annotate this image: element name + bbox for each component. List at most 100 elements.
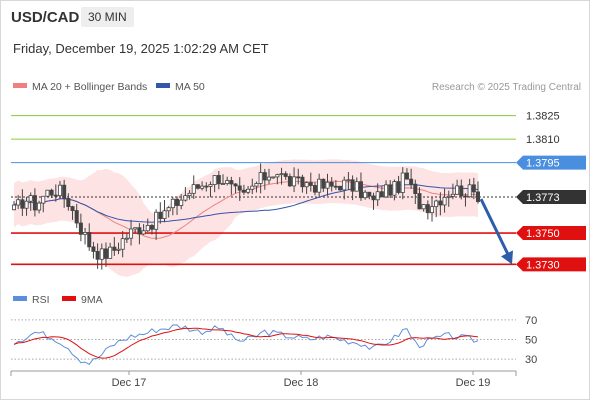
- rsi-tick-label-70: 70: [525, 315, 537, 327]
- symbol-title: USD/CAD: [11, 9, 80, 26]
- candle-body: [271, 176, 276, 179]
- x-axis-labels: Dec 17 Dec 18 Dec 19: [112, 371, 491, 389]
- candle-body: [467, 184, 472, 198]
- candle-body: [221, 183, 226, 185]
- candle-body: [430, 206, 435, 214]
- candle-body: [95, 251, 100, 260]
- candle-body: [216, 175, 221, 185]
- candle-body: [275, 174, 280, 178]
- rsi-legend-label: RSI: [32, 294, 50, 306]
- candle-body: [262, 172, 267, 181]
- candle-body: [87, 232, 92, 248]
- candle-body: [417, 193, 422, 210]
- rsi-legend: RSI 9MA: [13, 294, 103, 306]
- candle-body: [166, 207, 171, 212]
- candle-body: [300, 176, 305, 188]
- candle-body: [99, 248, 104, 260]
- candle-body: [325, 181, 330, 189]
- candle-body: [434, 200, 439, 208]
- candle-body: [133, 227, 138, 230]
- candle-body: [70, 206, 75, 211]
- x-tick-label-0: Dec 17: [112, 377, 147, 389]
- candle-body: [170, 198, 175, 209]
- candle-body: [145, 225, 150, 232]
- candle-body: [400, 172, 405, 193]
- x-tick-label-2: Dec 19: [456, 377, 491, 389]
- candle-body: [421, 204, 426, 210]
- candle-body: [57, 184, 62, 197]
- candle-body: [24, 200, 29, 209]
- ma20-legend-label: MA 20 + Bollinger Bands: [32, 81, 147, 93]
- x-axis: Dec 17 Dec 18 Dec 19: [10, 370, 517, 389]
- candles-layer: [11, 163, 480, 270]
- forecast-arrow-shaft: [479, 198, 510, 256]
- rsi-panel: 70 50 30: [11, 315, 537, 366]
- candle-body: [455, 185, 460, 195]
- candle-body: [124, 237, 129, 240]
- candle-body: [66, 198, 71, 207]
- candle-body: [287, 176, 292, 187]
- candle-body: [116, 248, 121, 251]
- candle-body: [41, 195, 46, 204]
- candle-body: [200, 185, 205, 189]
- candle-body: [292, 176, 297, 187]
- candle-body: [350, 179, 355, 192]
- candle-body: [108, 246, 113, 259]
- candle-body: [358, 181, 363, 199]
- candle-body: [367, 191, 372, 197]
- candle-body: [463, 195, 468, 198]
- candle-body: [78, 222, 83, 235]
- candle-body: [237, 185, 242, 191]
- candle-body: [342, 179, 347, 191]
- candle-body: [363, 191, 368, 199]
- candle-body: [149, 225, 154, 230]
- ma50-legend-label: MA 50: [175, 81, 205, 93]
- forecast-arrow-layer: [479, 198, 513, 265]
- level-label-1.3773: 1.3773: [526, 192, 560, 204]
- source-credit: Research © 2025 Trading Central: [432, 82, 581, 93]
- candle-body: [183, 195, 188, 201]
- candle-body: [158, 211, 163, 219]
- candle-body: [254, 183, 259, 187]
- level-label-1.3750: 1.3750: [526, 228, 560, 240]
- candle-body: [20, 199, 25, 209]
- rsi-line: [13, 324, 479, 365]
- candle-body: [317, 178, 322, 193]
- candle-body: [141, 230, 146, 235]
- candle-body: [32, 195, 37, 211]
- candle-body: [83, 232, 88, 235]
- rsi-ma-legend-swatch: [62, 296, 76, 301]
- rsi-tick-label-50: 50: [525, 335, 537, 347]
- ma20-legend-swatch: [13, 83, 27, 88]
- candle-body: [388, 184, 393, 196]
- candle-body: [11, 204, 16, 211]
- candle-body: [471, 184, 476, 193]
- candle-body: [296, 176, 301, 179]
- candle-body: [53, 194, 58, 197]
- candle-body: [425, 204, 430, 214]
- level-tag-1.3795: [516, 155, 586, 170]
- price-level-labels-layer: 1.3825 1.3810 1.3795 1.3773 1.3750 1.3730: [516, 111, 586, 272]
- price-legend: MA 20 + Bollinger Bands MA 50: [13, 81, 205, 93]
- candle-body: [154, 211, 159, 230]
- rsi-legend-swatch: [13, 296, 27, 301]
- candle-body: [229, 180, 234, 185]
- candle-body: [338, 185, 343, 191]
- candle-body: [442, 196, 447, 206]
- candle-body: [346, 179, 351, 182]
- candle-body: [413, 183, 418, 194]
- candle-body: [62, 184, 67, 199]
- candle-body: [258, 172, 263, 184]
- timeframe-badge[interactable]: 30 MIN: [81, 7, 134, 27]
- candle-body: [409, 178, 414, 185]
- candle-body: [404, 172, 409, 180]
- candle-body: [37, 202, 42, 211]
- candle-body: [28, 195, 33, 202]
- candle-body: [137, 227, 142, 235]
- candle-body: [103, 248, 108, 259]
- candle-body: [162, 210, 167, 219]
- rsi-ma-line: [13, 327, 479, 359]
- candle-body: [371, 195, 376, 201]
- candle-body: [279, 173, 284, 176]
